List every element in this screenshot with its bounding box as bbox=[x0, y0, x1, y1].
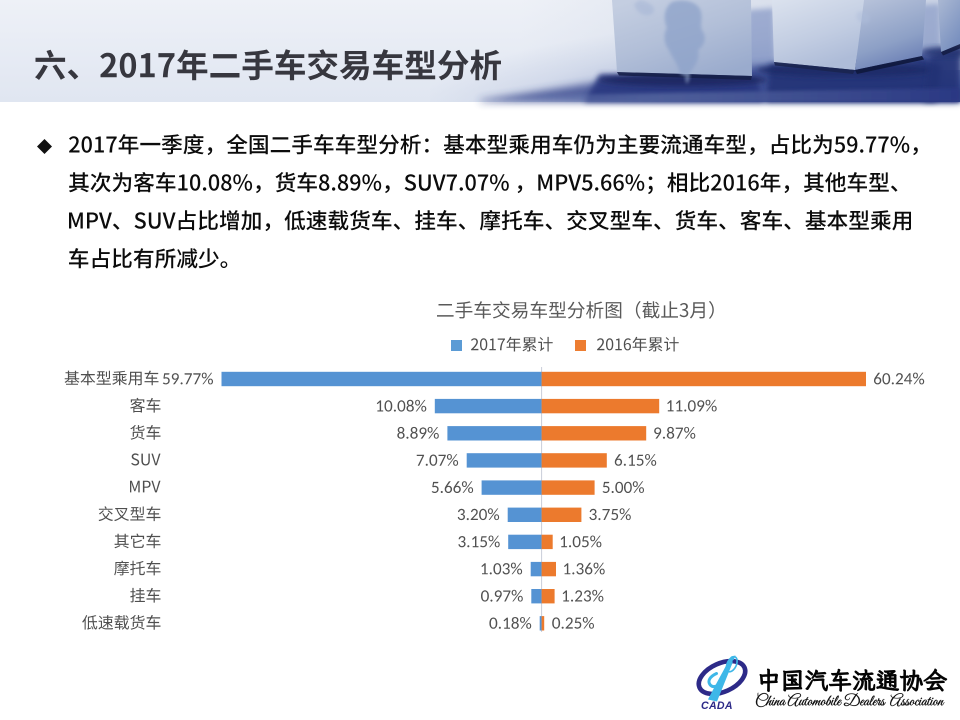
svg-text:CADA: CADA bbox=[701, 700, 733, 712]
